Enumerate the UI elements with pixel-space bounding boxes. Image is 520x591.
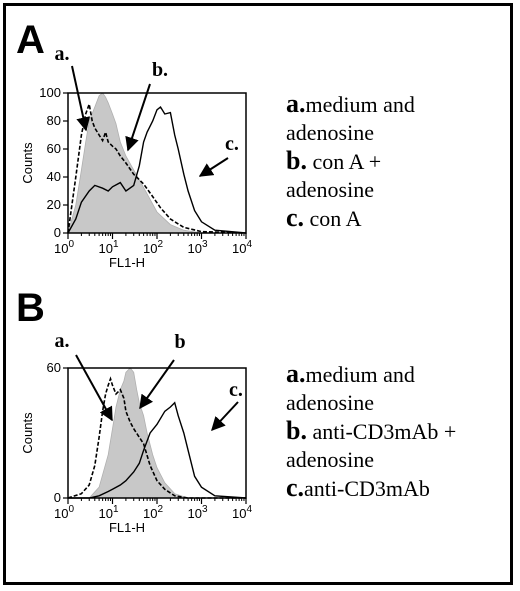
legend-a-item-b-cont: adenosine — [286, 177, 374, 202]
panel-label-a: A — [16, 18, 45, 62]
legend-a-item-a: a.medium and — [286, 89, 415, 118]
plot-b-xtick-exp-3: 3 — [202, 504, 208, 515]
plot-b-series-b — [68, 367, 246, 499]
plot-a-annotation-b: b. — [152, 59, 168, 81]
plot-b-arrow-c — [211, 401, 239, 432]
plot-b-xtick-label-2: 102 — [143, 504, 163, 521]
legend-b-item-a-cont: adenosine — [286, 390, 374, 415]
plot-a-xtick-label-2: 102 — [143, 239, 163, 256]
plot-b-series-a — [67, 376, 246, 499]
panel-label-b: B — [16, 286, 45, 330]
plot-a-arrow-c — [198, 157, 229, 177]
plot-a-ytick-label-4: 80 — [47, 113, 61, 128]
plot-a-arrow-a — [71, 65, 91, 132]
plot-b-annotation-a: a. — [55, 330, 70, 352]
plot-a-ytick-label-0: 0 — [54, 225, 61, 240]
plot-a-ytick-label-2: 40 — [47, 169, 61, 184]
plot-a-xtick-label-4: 104 — [232, 239, 252, 256]
legend-a-item-a-cont: adenosine — [286, 120, 374, 145]
plot-a-xlabel: FL1-H — [109, 255, 145, 270]
plot-b-xtick-exp-0: 0 — [68, 504, 74, 515]
plot-b-xtick-label-1: 101 — [98, 504, 118, 521]
plot-a-series-c — [67, 105, 247, 234]
plot-a-annotation-c: c. — [225, 133, 239, 155]
plot-a-xtick-exp-0: 0 — [68, 239, 74, 250]
legend-a-item-b: b. con A + — [286, 146, 382, 175]
plot-a-ytick-label-1: 20 — [47, 197, 61, 212]
plot-a-xtick-label-1: 101 — [98, 239, 118, 256]
plot-a-xtick-exp-1: 1 — [113, 239, 119, 250]
legend-b-item-a: a.medium and — [286, 359, 415, 388]
plot-b-arrow-b — [139, 359, 175, 410]
plot-b-annotation-c: c. — [229, 379, 243, 401]
plot-a-xtick-exp-2: 2 — [157, 239, 163, 250]
plot-b-xtick-exp-1: 1 — [113, 504, 119, 515]
plot-a-ylabel: Counts — [20, 142, 35, 184]
plot-b-arrow-a — [75, 354, 113, 422]
plot-b-xlabel: FL1-H — [109, 520, 145, 535]
legend-b-item-b-cont: adenosine — [286, 447, 374, 472]
plot-b-annotation-b: b — [174, 331, 185, 353]
plot-b-xtick-label-3: 103 — [187, 504, 207, 521]
plot-b-series-c — [68, 401, 247, 499]
legend-b: a.medium and adenosine b. anti-CD3mAb + … — [286, 360, 456, 503]
legend-a-item-c: c. con A — [286, 203, 362, 232]
plot-b-xtick-exp-2: 2 — [157, 504, 163, 515]
legend-b-item-c: c.anti-CD3mAb — [286, 473, 430, 502]
plot-b-ytick-label-1: 60 — [47, 360, 61, 375]
plot-a-ytick-label-5: 100 — [39, 85, 61, 100]
plot-b-xtick-label-4: 104 — [232, 504, 252, 521]
plot-b-xtick-label-0: 100 — [54, 504, 74, 521]
plot-a-annotation-a: a. — [55, 43, 70, 65]
plot-a-xtick-exp-4: 4 — [246, 239, 252, 250]
plot-a-series-a — [67, 101, 247, 234]
plot-a-xtick-label-3: 103 — [187, 239, 207, 256]
figure-frame — [3, 3, 513, 585]
plot-a-arrow-b — [125, 83, 151, 152]
plot-b-ylabel: Counts — [20, 412, 35, 454]
plot-a-ytick-label-3: 60 — [47, 141, 61, 156]
plot-a-xtick-label-0: 100 — [54, 239, 74, 256]
legend-b-item-b: b. anti-CD3mAb + — [286, 416, 457, 445]
plot-b-xtick-exp-4: 4 — [246, 504, 252, 515]
legend-a: a.medium and adenosine b. con A + adenos… — [286, 90, 415, 233]
plot-b-ytick-label-0: 0 — [54, 490, 61, 505]
plot-a-xtick-exp-3: 3 — [202, 239, 208, 250]
